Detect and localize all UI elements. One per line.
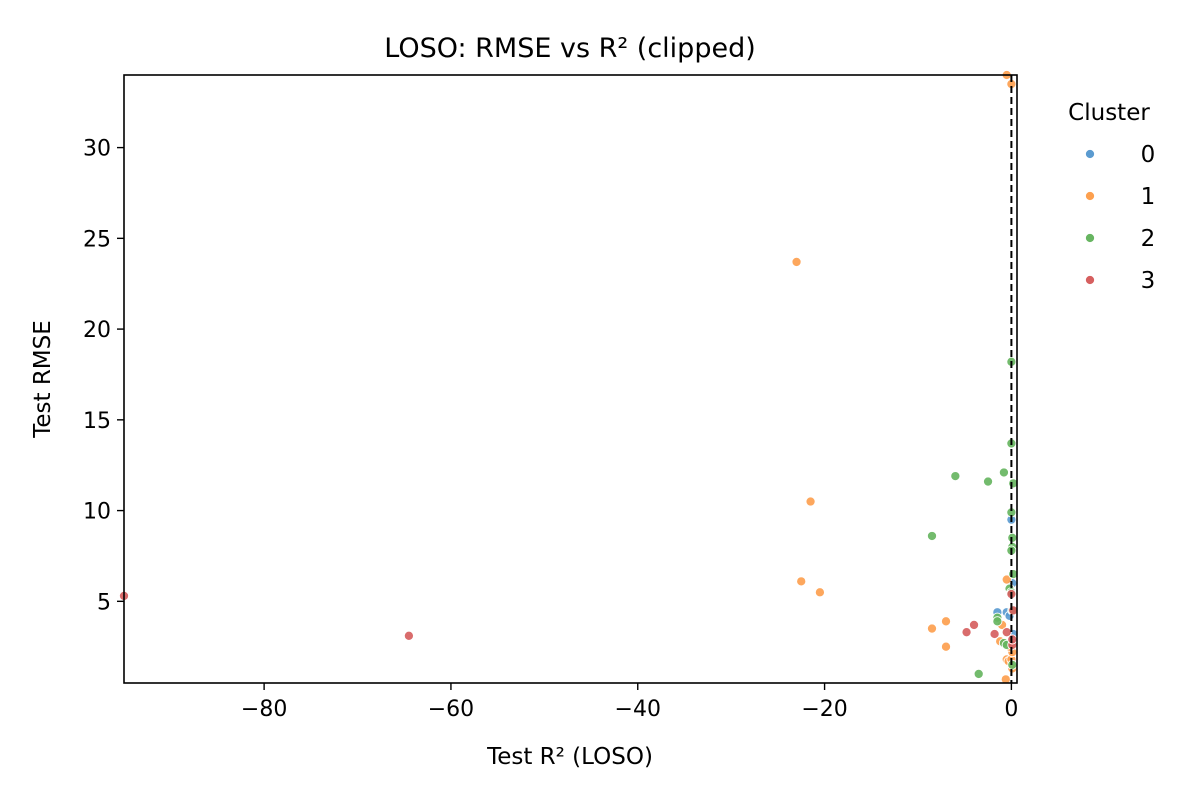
legend: Cluster 0 1 2 3 [1068, 100, 1155, 294]
scatter-point-cluster-1 [940, 641, 952, 652]
scatter-point-cluster-2 [950, 471, 961, 482]
scatter-point-cluster-2 [992, 616, 1003, 627]
legend-marker-cluster-2 [1084, 232, 1096, 244]
x-tick-label: −80 [241, 697, 287, 722]
scatter-point-cluster-1 [805, 496, 816, 507]
y-tick-label: 20 [83, 318, 111, 343]
plot-frame [123, 74, 1018, 684]
scatter-point-cluster-2 [926, 530, 938, 542]
legend-title: Cluster [1068, 100, 1150, 126]
legend-marker-cluster-1 [1084, 190, 1096, 202]
legend-label-cluster-3: 3 [1141, 268, 1156, 294]
x-axis-title: Test R² (LOSO) [486, 744, 653, 770]
scatter-point-cluster-2 [998, 467, 1009, 478]
y-axis: 5 10 15 20 25 30 [83, 137, 124, 615]
scatter-point-cluster-1 [814, 587, 825, 598]
y-axis-title: Test RMSE [30, 320, 56, 439]
x-tick-label: 0 [1004, 697, 1018, 722]
y-tick-label: 5 [97, 590, 111, 615]
scatter-point-cluster-1 [791, 256, 802, 267]
scatter-point-cluster-1 [926, 623, 938, 634]
scatter-point-cluster-3 [403, 630, 414, 641]
legend-label-cluster-0: 0 [1141, 142, 1156, 168]
legend-marker-cluster-0 [1084, 148, 1096, 160]
scatter-point-cluster-3 [961, 627, 972, 638]
legend-label-cluster-2: 2 [1141, 226, 1156, 252]
scatter-point-cluster-2 [973, 668, 984, 679]
plot-area [118, 69, 1019, 685]
scatter-point-cluster-3 [968, 619, 980, 630]
y-tick-label: 10 [83, 500, 111, 525]
x-axis: −80 −60 −40 −20 0 [241, 683, 1018, 722]
scatter-point-cluster-1 [940, 616, 952, 627]
scatter-point-cluster-3 [1001, 627, 1012, 638]
x-tick-label: −40 [615, 697, 661, 722]
scatter-point-cluster-1 [1001, 574, 1012, 585]
x-tick-label: −60 [428, 697, 474, 722]
x-tick-label: −20 [801, 697, 847, 722]
data-points [118, 69, 1019, 685]
legend-items: 0 1 2 3 [1084, 142, 1156, 294]
scatter-point-cluster-1 [796, 576, 807, 587]
legend-marker-cluster-3 [1084, 274, 1096, 286]
chart-title: LOSO: RMSE vs R² (clipped) [384, 33, 756, 64]
y-tick-label: 30 [83, 137, 111, 162]
scatter-point-cluster-1 [1000, 674, 1011, 685]
y-tick-label: 15 [83, 409, 111, 434]
legend-label-cluster-1: 1 [1141, 184, 1156, 210]
scatter-point-cluster-2 [982, 476, 994, 487]
y-tick-label: 25 [83, 227, 111, 252]
scatter-point-cluster-3 [989, 628, 1000, 640]
